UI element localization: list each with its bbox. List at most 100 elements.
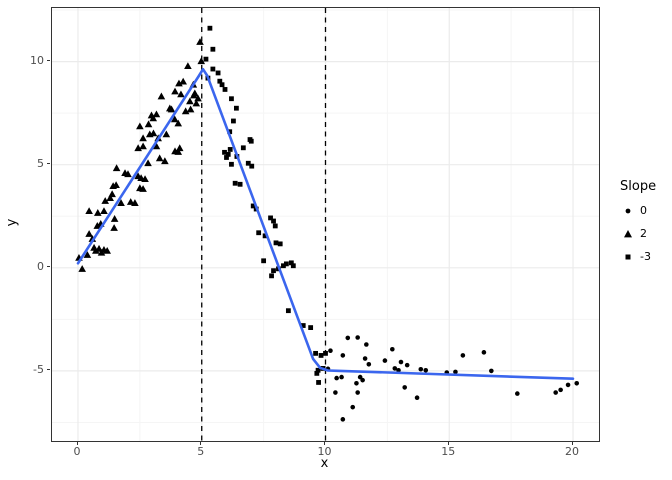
data-point-square <box>229 161 234 167</box>
data-point-square <box>314 370 320 376</box>
data-point-square <box>217 78 223 84</box>
data-point-square <box>272 223 278 229</box>
x-tick-label: 0 <box>73 445 81 458</box>
data-point-square <box>285 308 291 314</box>
data-point-triangle <box>144 120 153 128</box>
data-point-triangle <box>141 175 149 183</box>
data-point-square <box>219 82 225 88</box>
data-point-triangle <box>93 209 102 216</box>
data-point-triangle <box>92 246 100 254</box>
data-point-triangle <box>126 198 135 205</box>
data-point-triangle <box>144 159 152 167</box>
data-point-triangle <box>100 207 108 214</box>
data-point-square <box>315 367 321 373</box>
data-point-triangle <box>162 130 171 138</box>
data-point-circle <box>354 380 359 386</box>
data-point-square <box>237 181 243 187</box>
data-point-triangle <box>85 230 93 237</box>
data-point-triangle <box>124 170 132 178</box>
x-tick-mark <box>200 441 202 445</box>
data-point-square <box>288 260 294 266</box>
data-point-triangle <box>139 185 147 192</box>
data-point-triangle <box>106 194 114 202</box>
legend: Slope 0 2 -3 <box>620 179 656 268</box>
data-point-square <box>262 233 268 239</box>
square-point-icon <box>620 249 635 264</box>
data-point-triangle <box>174 148 183 155</box>
plot-panel <box>51 7 600 442</box>
triangle-point-icon <box>620 226 635 241</box>
data-point-circle <box>350 404 356 410</box>
data-point-circle <box>362 356 368 361</box>
legend-item-slope-0: 0 <box>620 199 656 222</box>
data-point-circle <box>340 353 346 358</box>
data-point-square <box>290 263 296 269</box>
data-point-square <box>225 151 231 157</box>
data-point-circle <box>418 366 424 372</box>
data-point-square <box>268 215 273 221</box>
data-point-circle <box>404 362 410 368</box>
data-point-square <box>222 149 227 155</box>
data-point-square <box>240 145 246 151</box>
data-point-circle <box>345 335 351 341</box>
data-point-circle <box>489 368 494 374</box>
data-point-triangle <box>110 215 119 222</box>
data-point-triangle <box>157 92 166 100</box>
data-point-square <box>227 147 233 152</box>
data-point-square <box>271 268 276 274</box>
data-point-triangle <box>171 87 179 95</box>
x-tick-mark <box>324 441 325 445</box>
data-point-circle <box>390 346 395 352</box>
data-point-square <box>277 241 283 247</box>
y-tick-mark <box>46 369 50 371</box>
data-point-circle <box>364 342 369 347</box>
data-point-square <box>281 263 286 269</box>
data-point-triangle <box>177 90 185 98</box>
data-point-circle <box>460 353 466 358</box>
data-point-triangle <box>134 144 142 152</box>
data-point-square <box>210 66 216 72</box>
data-point-triangle <box>184 62 192 70</box>
data-point-triangle <box>174 119 183 127</box>
data-point-square <box>250 203 256 209</box>
data-point-triangle <box>149 129 158 137</box>
data-point-circle <box>360 377 365 383</box>
data-point-triangle <box>194 94 202 102</box>
x-tick-mark <box>76 441 78 445</box>
plot-canvas <box>52 8 599 441</box>
data-point-circle <box>414 395 420 401</box>
y-tick-label: -5 <box>33 362 44 376</box>
data-point-triangle <box>112 164 121 172</box>
data-point-square <box>271 218 276 224</box>
data-point-triangle <box>108 190 116 198</box>
data-point-triangle <box>170 115 179 123</box>
y-axis-title: y <box>4 218 20 227</box>
data-point-circle <box>396 367 401 373</box>
circle-point-icon <box>620 203 635 218</box>
y-tick-mark <box>46 163 50 165</box>
data-point-circle <box>481 350 487 355</box>
data-point-circle <box>334 375 339 381</box>
data-point-square <box>256 230 262 236</box>
data-point-square <box>318 353 324 358</box>
data-point-triangle <box>155 154 164 162</box>
data-point-triangle <box>186 97 194 105</box>
y-tick-mark <box>46 266 50 268</box>
data-point-circle <box>558 387 563 393</box>
legend-item-slope-neg3: -3 <box>620 245 656 268</box>
data-point-square <box>248 138 254 144</box>
y-tick-label: 5 <box>37 156 44 170</box>
data-point-circle <box>339 374 344 380</box>
data-point-circle <box>453 369 458 375</box>
data-point-triangle <box>136 122 144 130</box>
data-point-circle <box>366 361 372 367</box>
data-point-circle <box>382 358 388 363</box>
y-tick-mark <box>46 60 50 62</box>
data-point-square <box>300 323 306 328</box>
data-point-triangle <box>78 265 86 272</box>
data-point-square <box>227 129 233 135</box>
data-point-square <box>203 56 209 62</box>
x-tick-mark <box>447 441 449 445</box>
x-tick-mark <box>571 441 573 445</box>
data-point-triangle <box>110 224 118 231</box>
